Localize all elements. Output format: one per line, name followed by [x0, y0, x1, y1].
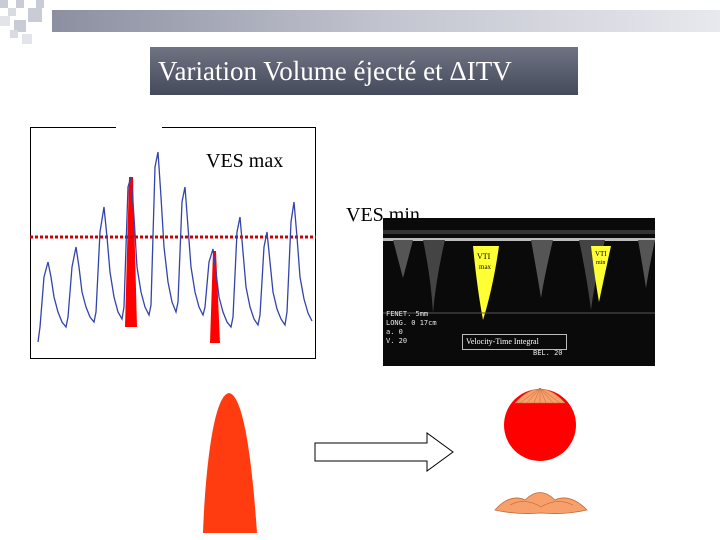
right-arrow-icon — [314, 432, 454, 472]
vti-caption: Velocity-Time Integral — [462, 334, 567, 350]
vti-min-fill — [591, 246, 611, 302]
bottom-illustration — [203, 387, 588, 533]
ves-max-label: VES max — [206, 150, 284, 172]
echo-readout-1: FENET. 5mm — [386, 310, 429, 318]
doppler-echo-image: VTI max VTI min FENET. 5mm LONG. 0 17cm … — [383, 218, 655, 366]
echo-readout-2: LONG. 0 17cm — [386, 319, 437, 327]
valve-shape — [494, 492, 588, 514]
ves-min-bar — [210, 251, 220, 343]
vti-max-label-2: max — [479, 263, 492, 271]
pressure-waveform — [37, 151, 313, 343]
decorative-squares — [0, 0, 720, 44]
slide-title: Variation Volume éjecté et ΔITV — [150, 47, 578, 95]
ejection-volume-shape — [203, 393, 257, 533]
echo-readout-3: a. 0 — [386, 328, 403, 336]
vti-min-label-1: VTI — [595, 250, 607, 258]
pressure-waveform-panel — [30, 127, 316, 359]
echo-readout-4: V. 20 — [386, 337, 408, 345]
ventricle-red — [504, 389, 576, 461]
vti-max-label-1: VTI — [477, 252, 491, 261]
echo-readout-5: BEL. 20 — [533, 349, 563, 357]
vti-min-label-2: min — [596, 260, 606, 266]
vti-max-fill — [473, 246, 499, 320]
